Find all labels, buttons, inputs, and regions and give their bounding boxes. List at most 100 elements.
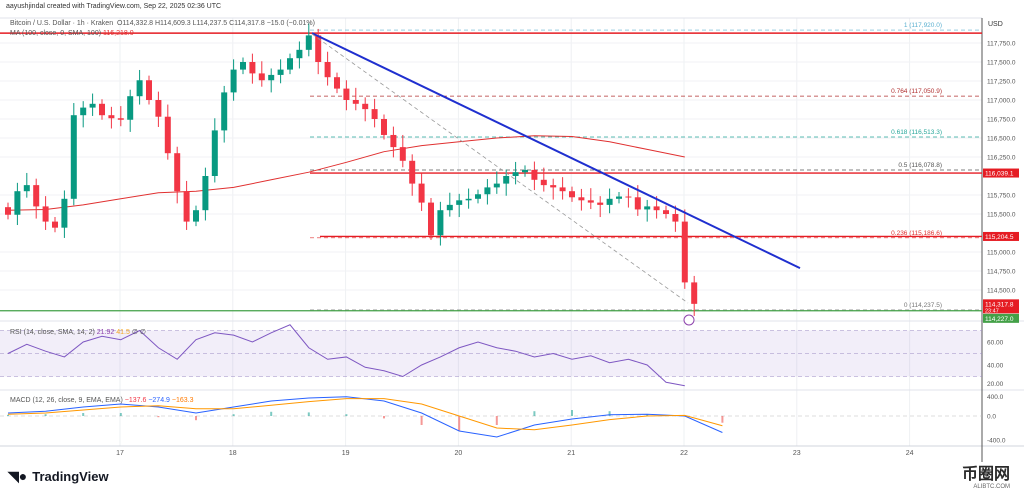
signal-value: −163.3 [171,397,194,404]
price-tick-label: 117,750.0 [987,41,1016,48]
countdown-label: 23:47 [985,308,999,314]
candle [164,104,171,160]
candle [428,198,434,240]
candle-body [136,80,143,97]
ma-value: 116,218.0 [103,30,134,37]
candle [5,202,11,220]
candle [540,167,547,192]
candle-body [371,109,378,119]
fib-level-label: 0.5 (116,078.8) [898,162,942,169]
macd-tick-label: 400.0 [987,394,1004,401]
candle [616,191,622,204]
watermark-url: ALIBTC.COM [973,484,1010,490]
macd-histogram-bar [420,416,423,425]
candle-body [324,62,331,78]
candle [456,193,463,218]
candle [108,106,115,129]
candle [305,23,312,57]
candle-body [578,197,585,201]
price-tick-label: 115,750.0 [987,193,1016,200]
candle [221,85,228,143]
macd-legend[interactable]: MACD (12, 26, close, 9, EMA, EMA) −137.6… [10,397,194,404]
rsi-tick-label: 40.00 [987,363,1004,370]
macd-histogram-bar [721,416,724,423]
price-tag-label: 115,204.5 [985,234,1014,241]
macd-histogram-bar [270,411,273,416]
candle-body [230,69,237,93]
candle-body [616,196,622,199]
candle [475,189,481,204]
candle-body [240,62,246,70]
candle-body [33,185,40,207]
tradingview-logo[interactable]: ◥● TradingView [8,468,109,485]
tv-logo-icon: ◥● [8,468,28,484]
candle [155,91,162,127]
candle [512,161,519,185]
candle [324,51,331,86]
candle-body [465,198,472,201]
candle [381,114,387,140]
candle [663,205,669,219]
candle [352,87,359,111]
candle [183,180,190,230]
candle [606,188,613,214]
candle-body [531,169,538,180]
candle [597,196,604,218]
price-tick-label: 117,250.0 [987,79,1016,86]
candle [409,154,416,196]
candle-body [277,69,284,75]
candle-body [202,176,209,211]
candle-body [193,210,199,222]
candle-body [127,96,134,120]
price-tag-label: 116,039.1 [985,171,1014,178]
candle-body [287,58,293,70]
price-tick-label: 117,500.0 [987,60,1016,67]
candle-body [258,73,265,81]
macd-hist-value: −137.6 [124,397,147,404]
time-tick-label: 21 [567,450,575,457]
candle-body [644,206,651,210]
candle [644,199,651,222]
candle-body [634,197,641,210]
macd-tick-label: 0.0 [987,414,996,421]
candle-body [362,103,369,110]
price-tick-label: 114,750.0 [987,269,1016,276]
ma-label: MA (100, close, 0, SMA, 100) [10,30,102,37]
candle [202,167,209,221]
fib-level-label: 1 (117,920.0) [904,22,942,29]
macd-histogram-bar [44,414,47,416]
candle [61,190,68,238]
candle [418,173,425,211]
candle-body [625,196,632,198]
macd-histogram-bar [495,416,498,425]
fib-level-label: 0.236 (115,186.6) [891,230,942,237]
candle [399,134,406,168]
price-tick-label: 115,500.0 [987,212,1016,219]
price-tick-label: 116,750.0 [987,117,1016,124]
candle [569,186,575,202]
chart-credit: aayushjindal created with TradingView.co… [6,3,222,10]
price-tag [983,313,1019,323]
candle-body [493,183,500,188]
candle [362,97,369,122]
candle-body [663,210,669,214]
signal-line [7,398,723,431]
candle-body [211,130,218,176]
fib-level-label: 0.764 (117,050.9) [891,88,942,95]
candle-body [14,191,21,215]
candle [268,68,275,93]
rsi-tick-label: 60.00 [987,340,1004,347]
rsi-value: 21.92 [96,329,115,336]
candle [52,217,58,233]
brand-name: TradingView [32,469,109,484]
macd-histogram-bar [195,416,197,421]
candle-body [42,206,49,222]
rsi-legend[interactable]: RSI (14, close, SMA, 14, 2) 21.92 41.5 ∅… [10,328,146,336]
candle [42,196,49,230]
ma-legend[interactable]: MA (100, close, 0, SMA, 100) 116,218.0 [10,30,134,37]
candle-body [315,35,322,62]
time-tick-label: 20 [455,450,463,457]
price-tag [983,299,1019,314]
candle-body [484,187,491,195]
